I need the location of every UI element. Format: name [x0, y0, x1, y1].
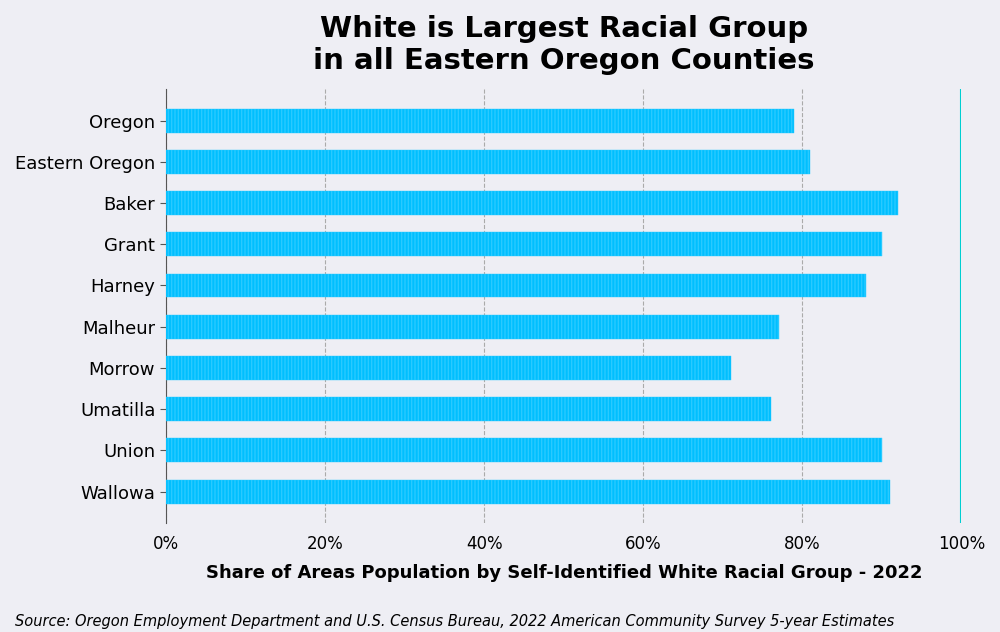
- Title: White is Largest Racial Group
in all Eastern Oregon Counties: White is Largest Racial Group in all Eas…: [313, 15, 815, 75]
- Bar: [166, 480, 890, 504]
- Bar: [166, 191, 898, 215]
- Text: Source: Oregon Employment Department and U.S. Census Bureau, 2022 American Commu: Source: Oregon Employment Department and…: [15, 614, 894, 629]
- Bar: [166, 439, 882, 463]
- Bar: [166, 480, 890, 504]
- Bar: [166, 191, 898, 215]
- X-axis label: Share of Areas Population by Self-Identified White Racial Group - 2022: Share of Areas Population by Self-Identi…: [206, 564, 922, 582]
- Bar: [166, 150, 810, 174]
- Bar: [166, 397, 771, 421]
- Bar: [166, 109, 794, 133]
- Bar: [166, 315, 779, 339]
- Bar: [166, 356, 731, 380]
- Bar: [166, 109, 794, 133]
- Bar: [166, 150, 810, 174]
- Bar: [166, 397, 771, 421]
- Bar: [166, 274, 866, 298]
- Bar: [166, 233, 882, 256]
- Bar: [166, 315, 779, 339]
- Bar: [166, 356, 731, 380]
- Bar: [166, 439, 882, 463]
- Bar: [166, 274, 866, 298]
- Bar: [166, 233, 882, 256]
